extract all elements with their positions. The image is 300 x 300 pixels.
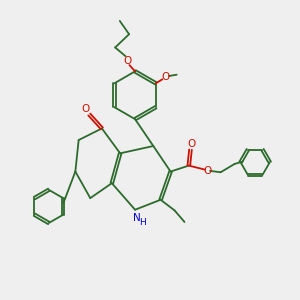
Text: N: N — [133, 213, 141, 223]
Text: O: O — [204, 166, 212, 176]
Text: O: O — [187, 139, 195, 149]
Text: O: O — [82, 104, 90, 114]
Text: O: O — [161, 72, 169, 82]
Text: H: H — [139, 218, 146, 227]
Text: O: O — [124, 56, 132, 66]
